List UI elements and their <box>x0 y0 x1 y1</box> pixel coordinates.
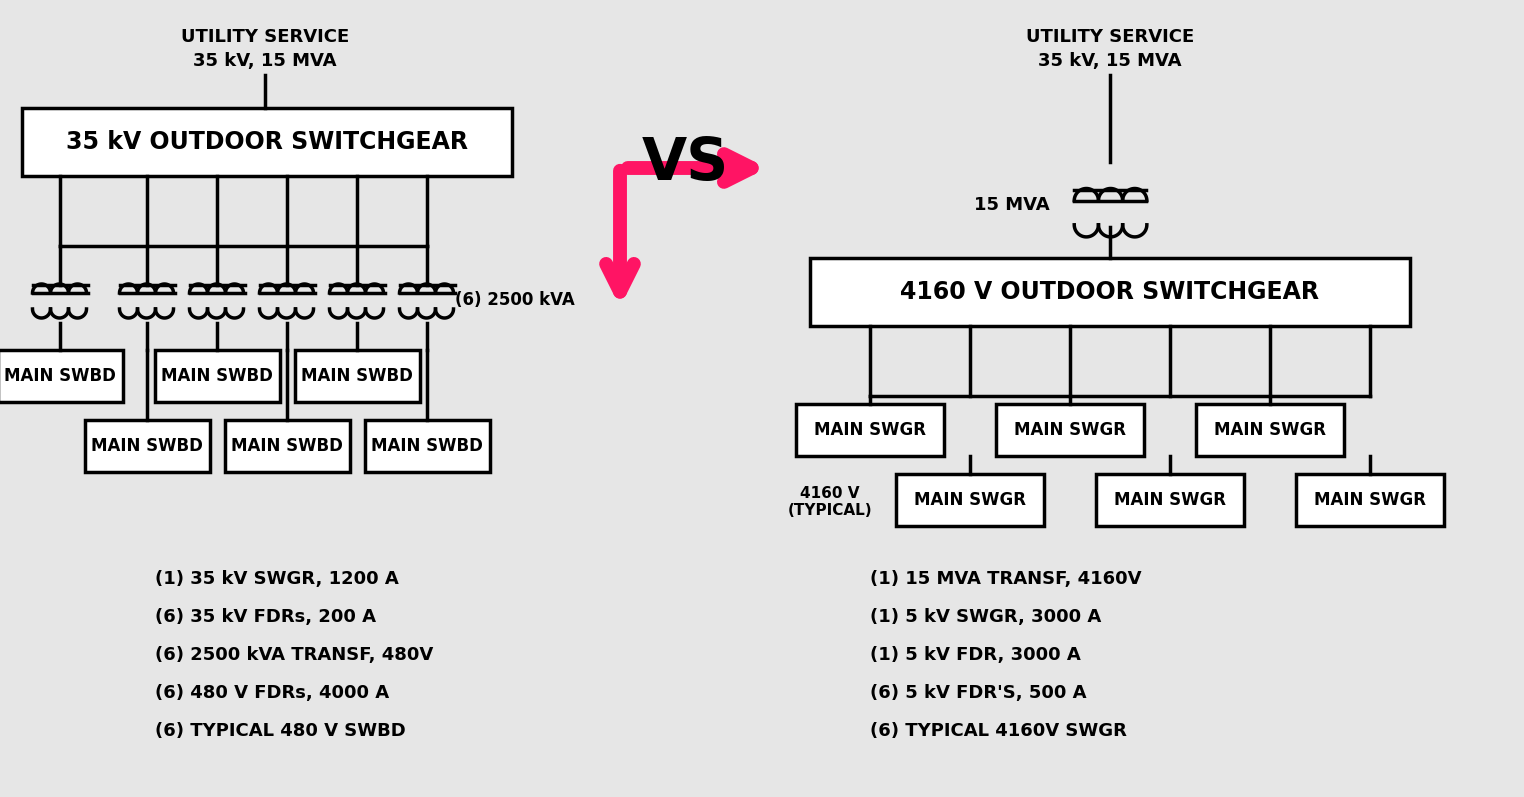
Text: MAIN SWBD: MAIN SWBD <box>5 367 116 385</box>
Bar <box>364 420 489 472</box>
Bar <box>294 350 419 402</box>
Text: UTILITY SERVICE: UTILITY SERVICE <box>1026 28 1195 46</box>
Text: MAIN SWBD: MAIN SWBD <box>302 367 413 385</box>
Text: (6) 5 kV FDR'S, 500 A: (6) 5 kV FDR'S, 500 A <box>870 684 1087 702</box>
Text: MAIN SWBD: MAIN SWBD <box>232 437 343 455</box>
Text: MAIN SWGR: MAIN SWGR <box>1215 421 1326 439</box>
Text: MAIN SWGR: MAIN SWGR <box>1013 421 1126 439</box>
Text: (6) TYPICAL 4160V SWGR: (6) TYPICAL 4160V SWGR <box>870 722 1126 740</box>
Text: (6) 35 kV FDRs, 200 A: (6) 35 kV FDRs, 200 A <box>155 608 376 626</box>
Text: UTILITY SERVICE: UTILITY SERVICE <box>181 28 349 46</box>
Bar <box>224 420 349 472</box>
Text: 35 kV, 15 MVA: 35 kV, 15 MVA <box>194 52 337 70</box>
Bar <box>1295 474 1445 526</box>
Bar <box>1096 474 1244 526</box>
Text: MAIN SWGR: MAIN SWGR <box>1314 491 1426 509</box>
Text: (1) 5 kV FDR, 3000 A: (1) 5 kV FDR, 3000 A <box>870 646 1081 664</box>
Text: (1) 5 kV SWGR, 3000 A: (1) 5 kV SWGR, 3000 A <box>870 608 1102 626</box>
Text: (1) 15 MVA TRANSF, 4160V: (1) 15 MVA TRANSF, 4160V <box>870 570 1141 588</box>
Bar <box>154 350 279 402</box>
Text: MAIN SWGR: MAIN SWGR <box>914 491 1026 509</box>
Bar <box>896 474 1044 526</box>
Text: (6) 480 V FDRs, 4000 A: (6) 480 V FDRs, 4000 A <box>155 684 389 702</box>
Bar <box>796 404 943 456</box>
Text: MAIN SWGR: MAIN SWGR <box>1114 491 1225 509</box>
Bar <box>997 404 1145 456</box>
Text: MAIN SWBD: MAIN SWBD <box>162 367 273 385</box>
Text: 4160 V OUTDOOR SWITCHGEAR: 4160 V OUTDOOR SWITCHGEAR <box>901 280 1320 304</box>
Text: (6) 2500 kVA: (6) 2500 kVA <box>456 291 575 309</box>
Bar <box>0 350 122 402</box>
Text: MAIN SWBD: MAIN SWBD <box>370 437 483 455</box>
Text: 35 kV OUTDOOR SWITCHGEAR: 35 kV OUTDOOR SWITCHGEAR <box>66 130 468 154</box>
Text: (1) 35 kV SWGR, 1200 A: (1) 35 kV SWGR, 1200 A <box>155 570 399 588</box>
Text: VS: VS <box>642 135 728 191</box>
Text: 4160 V
(TYPICAL): 4160 V (TYPICAL) <box>788 486 872 518</box>
Text: MAIN SWGR: MAIN SWGR <box>814 421 927 439</box>
Text: 15 MVA: 15 MVA <box>974 196 1050 214</box>
Bar <box>1196 404 1344 456</box>
Text: MAIN SWBD: MAIN SWBD <box>91 437 203 455</box>
Text: (6) TYPICAL 480 V SWBD: (6) TYPICAL 480 V SWBD <box>155 722 405 740</box>
Bar <box>84 420 209 472</box>
Bar <box>21 108 512 176</box>
Bar <box>809 258 1410 326</box>
Text: (6) 2500 kVA TRANSF, 480V: (6) 2500 kVA TRANSF, 480V <box>155 646 433 664</box>
Text: 35 kV, 15 MVA: 35 kV, 15 MVA <box>1038 52 1181 70</box>
